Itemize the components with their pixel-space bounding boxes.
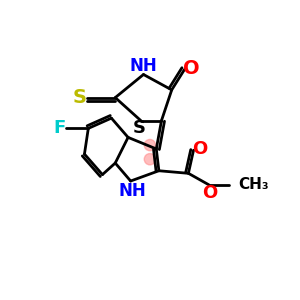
Text: NH: NH [130, 57, 158, 75]
Text: S: S [73, 88, 87, 107]
Text: F: F [53, 119, 65, 137]
Text: O: O [183, 58, 200, 78]
Circle shape [144, 140, 155, 151]
Circle shape [144, 154, 155, 165]
Text: O: O [202, 184, 218, 202]
Text: NH: NH [118, 182, 146, 200]
Text: CH₃: CH₃ [238, 177, 269, 192]
Text: S: S [133, 119, 146, 137]
Text: O: O [192, 140, 208, 158]
